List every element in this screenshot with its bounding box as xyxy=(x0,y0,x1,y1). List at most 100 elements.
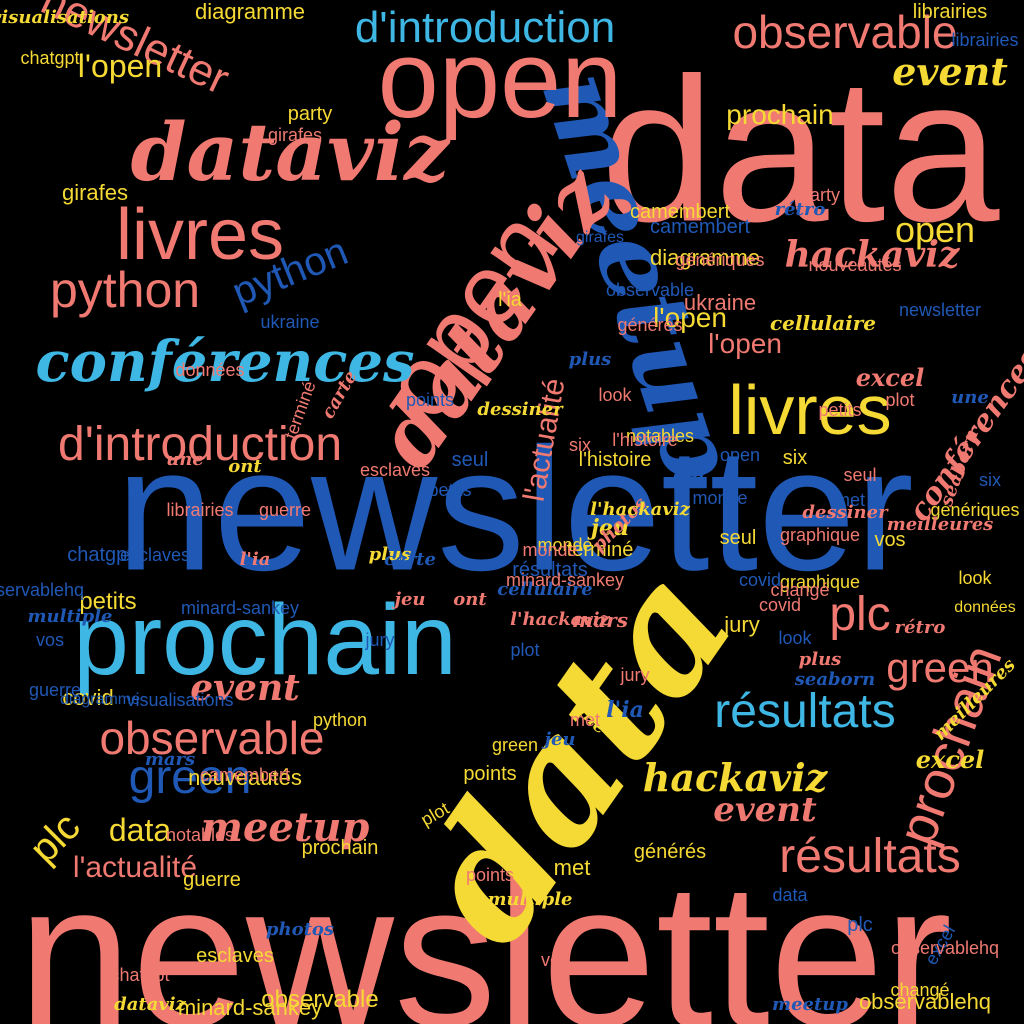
cloud-word-observablehq: observablehq xyxy=(858,989,992,1014)
cloud-word-petits: petits xyxy=(428,480,472,500)
cloud-word-diagramme: diagramme xyxy=(194,0,306,24)
cloud-word-girafes: girafes xyxy=(61,180,129,205)
cloud-word-multiple: multiple xyxy=(487,889,573,910)
cloud-word-plot: plot xyxy=(510,640,540,660)
cloud-word-python: python xyxy=(49,262,201,318)
cloud-word-graphique: graphique xyxy=(779,525,861,545)
cloud-word-camembert: camembert xyxy=(199,765,291,785)
cloud-word-change: changé xyxy=(890,980,950,1000)
cloud-word-hackaviz: hackaviz xyxy=(642,755,828,800)
cloud-word-termine: terminé xyxy=(566,539,634,561)
cloud-word-une: une xyxy=(951,387,989,408)
cloud-word-monde: monde xyxy=(692,488,748,508)
cloud-word-retro: rétro xyxy=(894,617,946,638)
cloud-word-plus: plus xyxy=(368,544,412,565)
cloud-word-seul: seul xyxy=(719,527,757,549)
cloud-word-data: data xyxy=(600,35,1000,265)
cloud-word-chatgpt: chatgpt xyxy=(67,544,133,566)
cloud-word-d-introduction: d'introduction xyxy=(354,3,616,52)
cloud-word-minard-sankey: minard-sankey xyxy=(180,598,300,618)
cloud-word-l-open: l'open xyxy=(708,328,782,359)
cloud-word-nouveautes: nouveautés xyxy=(808,255,902,275)
cloud-word-hackaviz: hackaviz xyxy=(784,234,960,276)
cloud-word-data: data xyxy=(108,812,172,848)
cloud-word-monde: monde xyxy=(522,540,578,560)
cloud-word-dessiner: dessiner xyxy=(802,502,888,523)
cloud-word-excel: excel xyxy=(855,363,925,392)
cloud-word-jeu: jeu xyxy=(591,515,629,541)
cloud-word-look: look xyxy=(778,628,812,648)
cloud-word-party: party xyxy=(799,185,841,205)
cloud-word-librairies: librairies xyxy=(951,30,1019,50)
cloud-word-observable: observable xyxy=(605,280,695,300)
cloud-word-jury: jury xyxy=(724,612,760,637)
cloud-word-jury: jury xyxy=(365,630,395,650)
cloud-word-minard-sankey: minard-sankey xyxy=(177,995,323,1020)
cloud-word-notables: notables xyxy=(625,426,695,446)
cloud-word-minard-sankey: minard-sankey xyxy=(505,570,625,590)
cloud-word-ont: ont xyxy=(453,589,487,610)
cloud-word-party: party xyxy=(287,103,333,125)
cloud-word-points: points xyxy=(463,763,517,785)
cloud-word-open: open xyxy=(377,18,623,141)
cloud-word-meetup: meetup xyxy=(200,804,370,851)
cloud-word-open: open xyxy=(719,445,761,465)
cloud-word-open: open xyxy=(894,209,976,250)
cloud-word-girafes: girafes xyxy=(267,125,323,145)
cloud-word-python: python xyxy=(312,710,368,730)
cloud-word-covid: covid xyxy=(758,595,802,615)
cloud-word-livres: livres xyxy=(115,195,285,275)
cloud-word-l-hackaviz: l'hackaviz xyxy=(590,499,690,520)
cloud-word-event: event xyxy=(190,667,300,709)
cloud-word-newsletter: newsletter xyxy=(17,840,953,1024)
cloud-word-look: look xyxy=(958,568,992,588)
cloud-word-cellulaire: cellulaire xyxy=(497,579,593,600)
cloud-word-observable: observable xyxy=(732,6,958,58)
cloud-word-six: six xyxy=(782,447,808,469)
cloud-word-covid: covid xyxy=(738,570,782,590)
cloud-word-event: event xyxy=(892,49,1008,94)
cloud-word-librairies: librairies xyxy=(166,500,234,520)
cloud-word-prochain: prochain xyxy=(301,837,379,859)
cloud-word-resultats: résultats xyxy=(714,685,896,738)
cloud-word-carte: carte xyxy=(384,549,436,570)
cloud-word-six: six xyxy=(569,435,591,455)
cloud-word-dataviz: dataviz xyxy=(130,105,450,199)
cloud-word-newsletter: newsletter xyxy=(116,412,914,608)
cloud-word-jeu: jeu xyxy=(394,589,426,610)
cloud-word-l-actualite: l'actualité xyxy=(72,851,198,884)
cloud-word-visualisations: visualisations xyxy=(0,7,130,28)
cloud-word-look: look xyxy=(598,385,632,405)
cloud-word-l-ia: l'ia xyxy=(606,697,644,723)
cloud-word-girafes: girafes xyxy=(575,229,625,246)
cloud-word-nouveautes: nouveautés xyxy=(188,765,302,790)
cloud-word-esclaves: esclaves xyxy=(119,545,191,565)
cloud-word-ukraine: ukraine xyxy=(683,290,757,315)
cloud-word-livres: livres xyxy=(728,371,892,449)
cloud-word-seaborn: seaborn xyxy=(794,669,876,690)
cloud-word-data: data xyxy=(772,885,808,905)
cloud-word-prochain: prochain xyxy=(726,99,834,130)
cloud-word-generiques: génériques xyxy=(675,250,765,270)
cloud-word-resultats: résultats xyxy=(779,830,961,883)
cloud-word-met: met xyxy=(553,855,591,880)
cloud-word-generes: générés xyxy=(617,315,683,335)
cloud-word-met: met xyxy=(569,710,601,730)
cloud-word-prochain: prochain xyxy=(73,584,457,696)
cloud-word-une: une xyxy=(166,449,204,470)
cloud-word-change: changé xyxy=(770,580,830,600)
cloud-word-green: green xyxy=(491,735,539,755)
cloud-word-petits: petits xyxy=(818,400,862,420)
cloud-word-donnees: données xyxy=(954,599,1016,616)
cloud-word-monde: monde xyxy=(537,535,593,555)
cloud-word-photos: photos xyxy=(265,919,335,940)
cloud-word-ukraine: ukraine xyxy=(260,312,320,332)
cloud-word-l-open: l'open xyxy=(77,48,163,84)
cloud-word-plc: plc xyxy=(829,588,891,641)
cloud-word-d-introduction: d'introduction xyxy=(57,418,343,471)
cloud-word-generes: générés xyxy=(633,841,707,863)
cloud-word-mars: mars xyxy=(572,608,628,632)
cloud-word-meilleures: meilleures xyxy=(886,514,994,535)
cloud-word-visualisations: visualisations xyxy=(126,690,234,710)
